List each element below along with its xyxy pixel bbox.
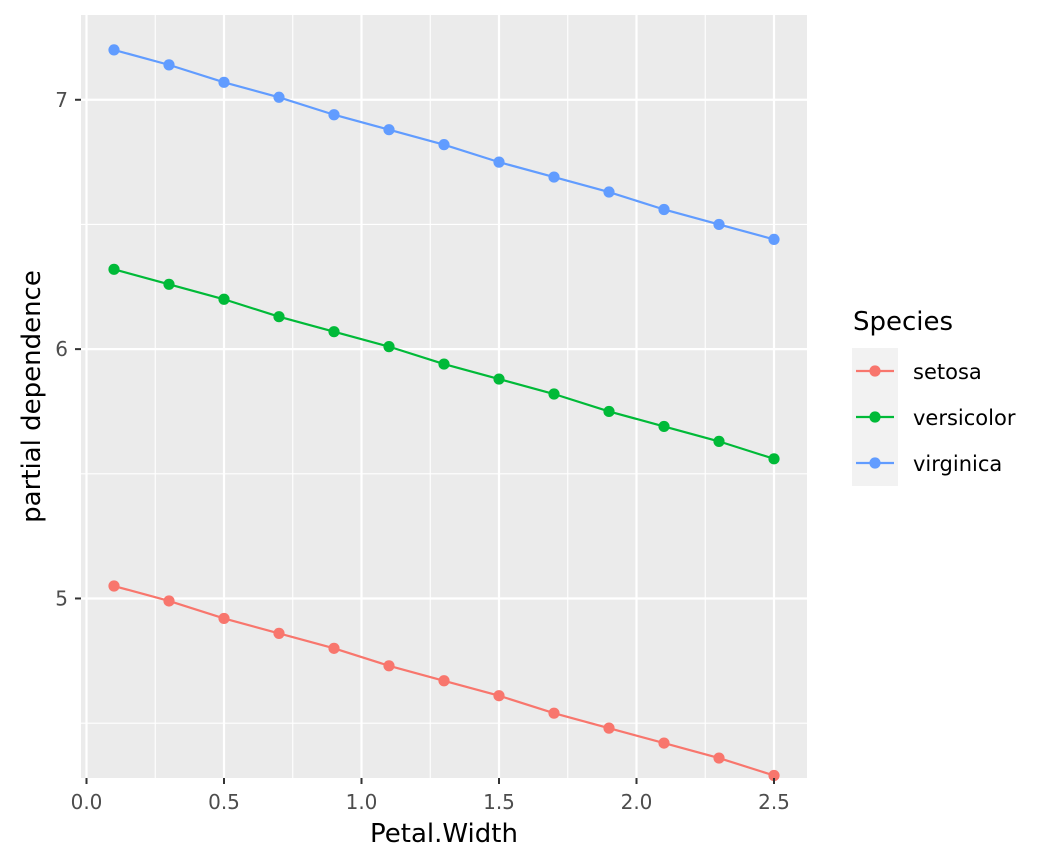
data-point-versicolor xyxy=(603,405,615,418)
data-point-virginica xyxy=(713,218,725,231)
legend-item-versicolor: versicolor xyxy=(856,406,1016,430)
data-point-versicolor xyxy=(493,373,505,385)
grid-major xyxy=(81,15,807,778)
data-point-versicolor xyxy=(383,341,395,353)
data-point-virginica xyxy=(438,139,450,151)
series-versicolor xyxy=(108,263,780,465)
data-point-virginica xyxy=(273,91,285,103)
data-point-versicolor xyxy=(768,453,780,465)
data-point-versicolor xyxy=(163,278,175,290)
data-point-setosa xyxy=(273,627,285,639)
data-point-setosa xyxy=(493,690,505,702)
data-point-setosa xyxy=(328,642,340,654)
data-point-versicolor xyxy=(218,293,230,305)
data-point-setosa xyxy=(163,595,175,607)
x-tick-label: 2.0 xyxy=(621,790,653,814)
legend-label: setosa xyxy=(913,360,982,384)
legend: Species setosa versicolor virginica xyxy=(852,307,1016,486)
data-point-versicolor xyxy=(658,420,670,433)
legend-key-point xyxy=(869,457,881,469)
data-point-virginica xyxy=(603,186,615,198)
data-point-setosa xyxy=(713,752,725,764)
series-layer xyxy=(108,44,780,782)
data-point-virginica xyxy=(383,124,395,136)
x-tick-label: 1.5 xyxy=(483,790,515,814)
legend-key-point xyxy=(869,411,881,423)
data-point-versicolor xyxy=(328,326,340,338)
axes-layer: 0.0 0.5 1.0 1.5 2.0 2.5 5 6 7 xyxy=(55,88,790,814)
data-point-versicolor xyxy=(438,358,450,370)
x-tick-label: 0.0 xyxy=(71,790,103,814)
data-point-versicolor xyxy=(548,388,560,400)
data-point-setosa xyxy=(548,707,560,719)
data-point-virginica xyxy=(768,233,780,246)
data-point-virginica xyxy=(548,171,560,183)
data-point-setosa xyxy=(438,675,450,687)
y-axis-title: partial dependence xyxy=(17,270,47,523)
x-tick-label: 2.5 xyxy=(758,790,790,814)
data-point-virginica xyxy=(108,44,120,56)
data-point-virginica xyxy=(218,76,230,88)
y-tick-label: 6 xyxy=(55,337,68,361)
x-tick-label: 1.0 xyxy=(346,790,378,814)
data-point-virginica xyxy=(658,203,670,216)
plot-panel xyxy=(81,15,807,778)
legend-item-setosa: setosa xyxy=(856,360,982,384)
x-tick-label: 0.5 xyxy=(208,790,240,814)
legend-label: virginica xyxy=(913,452,1002,476)
data-point-setosa xyxy=(658,737,670,749)
legend-key-point xyxy=(869,365,881,377)
data-point-virginica xyxy=(493,156,505,168)
x-axis-title: Petal.Width xyxy=(370,819,518,849)
data-point-setosa xyxy=(383,660,395,672)
data-point-versicolor xyxy=(713,435,725,447)
legend-item-virginica: virginica xyxy=(856,452,1002,476)
series-setosa xyxy=(108,580,780,782)
data-point-virginica xyxy=(328,109,340,121)
grid-minor xyxy=(81,15,807,778)
data-point-versicolor xyxy=(273,311,285,323)
legend-label: versicolor xyxy=(913,406,1016,430)
data-point-setosa xyxy=(108,580,120,592)
data-point-setosa xyxy=(603,722,615,734)
y-tick-label: 5 xyxy=(55,586,68,610)
y-tick-label: 7 xyxy=(55,88,68,112)
legend-title: Species xyxy=(853,307,953,337)
legend-items: setosa versicolor virginica xyxy=(856,360,1016,476)
data-point-virginica xyxy=(163,59,175,71)
data-point-versicolor xyxy=(108,263,120,275)
series-virginica xyxy=(108,44,780,246)
data-point-setosa xyxy=(768,769,780,782)
data-point-setosa xyxy=(218,612,230,625)
